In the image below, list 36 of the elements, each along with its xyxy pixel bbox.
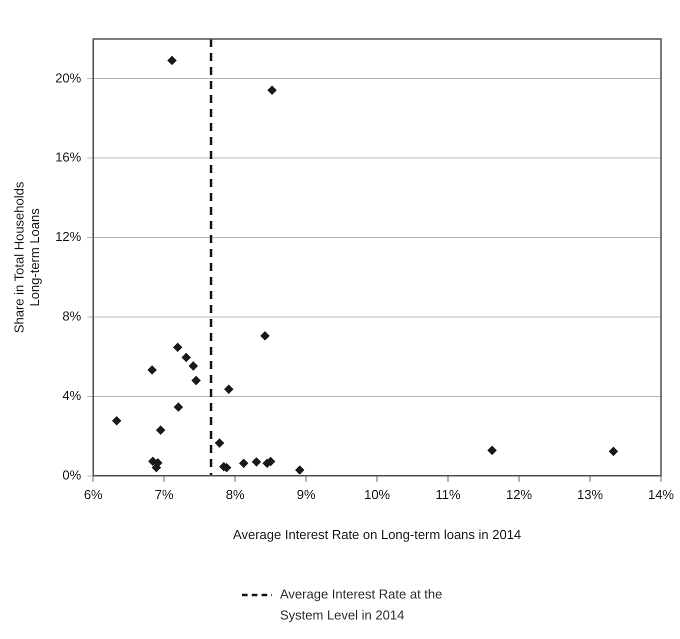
- y-tick-label: 16%: [55, 150, 82, 165]
- x-axis-title: Average Interest Rate on Long-term loans in 2014: [233, 526, 522, 542]
- x-tick-label: 9%: [296, 487, 316, 502]
- x-tick-label: 12%: [506, 487, 532, 502]
- point: [224, 384, 234, 394]
- y-axis-title: Share in Total Households Long-term Loans: [11, 181, 42, 334]
- point: [215, 438, 224, 448]
- y-tick-label: 0%: [62, 467, 82, 482]
- point: [168, 56, 176, 65]
- point: [192, 376, 201, 385]
- x-tick-label: 11%: [436, 487, 462, 502]
- point: [188, 362, 198, 371]
- point: [112, 416, 122, 426]
- x-tick-label: 13%: [577, 487, 604, 502]
- point: [156, 426, 166, 435]
- x-tick-label: 8%: [226, 487, 245, 502]
- y-tick-label: 4%: [62, 388, 82, 403]
- point: [182, 352, 191, 362]
- y-tick-label: 20%: [55, 70, 82, 86]
- x-tick-label: 6%: [84, 487, 104, 502]
- point: [608, 446, 618, 456]
- point: [252, 457, 261, 466]
- point: [260, 331, 270, 340]
- point: [239, 458, 248, 468]
- point: [174, 402, 183, 412]
- point: [268, 86, 277, 95]
- x-tick-label: 10%: [364, 487, 391, 502]
- point: [173, 342, 182, 352]
- y-tick-label: 12%: [55, 229, 82, 244]
- x-tick-label: 7%: [154, 487, 174, 502]
- legend-label: Average Interest Rate at the System Level in 2014: [280, 586, 442, 623]
- y-tick-label: 8%: [62, 308, 82, 324]
- point: [488, 446, 497, 455]
- x-tick-label: 14%: [648, 487, 674, 502]
- point: [148, 365, 157, 374]
- point: [295, 466, 304, 475]
